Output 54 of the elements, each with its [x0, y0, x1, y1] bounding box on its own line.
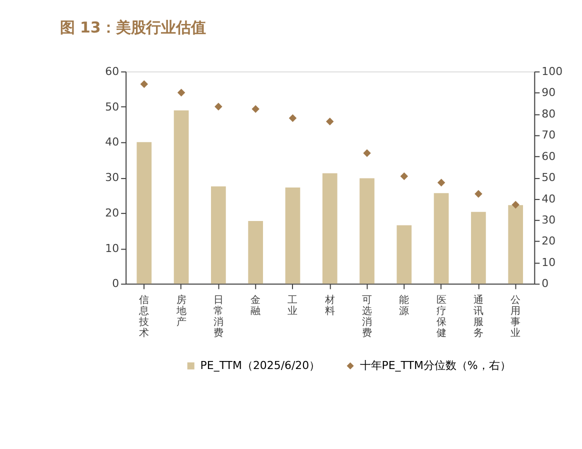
point	[363, 149, 371, 157]
chart-title: 图 13：美股行业估值	[60, 18, 206, 37]
y2-tick-label: 70	[542, 128, 556, 142]
bar	[211, 186, 226, 284]
point	[474, 190, 482, 198]
point	[400, 172, 408, 180]
y-tick-label: 0	[112, 277, 120, 290]
bar	[322, 173, 338, 284]
x-tick-label: 医疗保健	[436, 295, 446, 339]
y-tick-label: 40	[105, 136, 120, 149]
y2-tick-label: 20	[542, 234, 556, 248]
y-tick-label: 10	[105, 242, 120, 255]
y2-tick-label: 60	[542, 150, 556, 163]
point	[252, 105, 260, 113]
point	[214, 102, 222, 111]
y2-tick-label: 10	[542, 256, 556, 269]
x-tick-label: 房地产	[175, 294, 186, 328]
x-tick-label: 信息技术	[138, 294, 150, 339]
bar	[248, 221, 264, 284]
x-tick-label: 金融	[250, 294, 261, 318]
y-tick-label: 60	[105, 64, 120, 78]
x-tick-label: 通讯服务	[473, 294, 484, 339]
point	[326, 118, 334, 126]
bar	[360, 178, 374, 284]
y2-tick-label: 50	[542, 171, 556, 184]
point	[512, 200, 520, 209]
y2-tick-label: 30	[542, 213, 556, 226]
bar	[471, 212, 486, 284]
x-tick-label: 能源	[399, 294, 410, 318]
y-tick-label: 50	[105, 100, 120, 114]
legend-label: PE_TTM（2025/6/20）	[200, 358, 320, 372]
bar	[174, 110, 189, 284]
bar	[136, 142, 152, 284]
point	[177, 88, 186, 96]
x-tick-label: 日常消费	[213, 295, 224, 339]
bar	[396, 225, 412, 284]
point	[288, 114, 297, 122]
bar	[285, 187, 300, 284]
y-tick-label: 30	[105, 171, 120, 184]
y2-tick-label: 100	[542, 64, 563, 78]
y-tick-label: 20	[105, 206, 120, 220]
point	[140, 80, 148, 88]
x-tick-label: 材料	[324, 294, 335, 318]
bar	[508, 205, 524, 284]
x-tick-label: 工业	[288, 295, 298, 318]
y2-tick-label: 90	[542, 86, 556, 100]
point	[437, 178, 446, 186]
legend-label: 十年PE_TTM分位数（%，右）	[360, 358, 511, 372]
y2-tick-label: 80	[542, 107, 556, 120]
y2-tick-label: 40	[542, 192, 556, 206]
x-tick-label: 可选消费	[362, 295, 372, 339]
y2-tick-label: 0	[542, 277, 549, 290]
x-tick-label: 公用事业	[510, 294, 521, 339]
bar	[434, 193, 449, 284]
